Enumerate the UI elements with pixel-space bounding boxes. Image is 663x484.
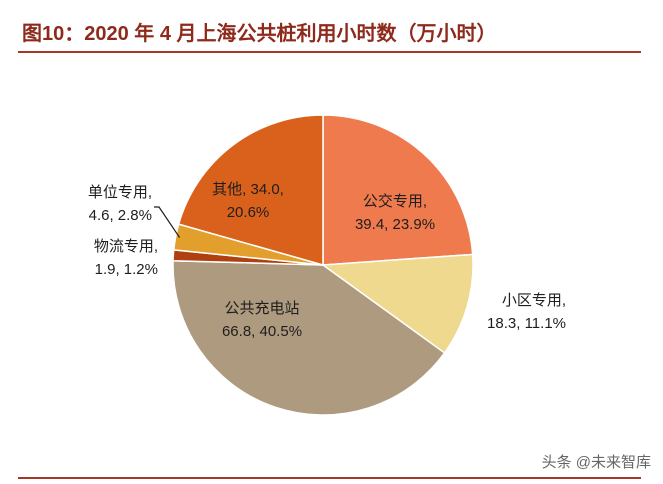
slice-label-0: 公交专用, 39.4, 23.9% (355, 192, 435, 233)
pie-slice-5 (177, 114, 324, 266)
slice-label-line: 20.6% (227, 204, 270, 221)
slice-label-line: 39.4, 23.9% (355, 216, 435, 233)
slice-label-line: 公共充电站 (224, 300, 299, 317)
slice-label-line: 4.6, 2.8% (89, 207, 152, 224)
slice-label-1: 小区专用, 18.3, 11.1% (487, 292, 566, 332)
pie-slice-2 (172, 259, 446, 416)
slice-label-line: 小区专用, (502, 292, 566, 309)
chart-title: 图10：2020 年 4 月上海公共桩利用小时数（万小时） (22, 21, 497, 45)
leader-line (154, 206, 181, 238)
pie-chart (172, 114, 474, 416)
slice-label-3: 物流专用, 1.9, 1.2% (94, 238, 158, 278)
slice-label-line: 单位专用, (88, 184, 152, 201)
slice-label-4: 单位专用, 4.6, 2.8% (88, 184, 152, 224)
data-labels: 公交专用, 39.4, 23.9% 小区专用, 18.3, 11.1% 公共充电站 66.… (88, 181, 566, 340)
slice-label-line: 公交专用, (363, 192, 427, 210)
pie-slice-1 (322, 253, 474, 354)
slice-label-5: 其他, 34.0, 20.6% (212, 181, 284, 221)
watermark: 头条 @未来智库 (542, 453, 651, 471)
slice-label-line: 66.8, 40.5% (222, 323, 302, 340)
slice-label-line: 1.9, 1.2% (95, 261, 158, 278)
pie-slice-0 (322, 114, 474, 266)
slice-label-2: 公共充电站 66.8, 40.5% (222, 300, 302, 340)
slice-label-line: 物流专用, (94, 238, 158, 255)
slice-label-line: 其他, 34.0, (212, 181, 284, 198)
slice-label-line: 18.3, 11.1% (487, 315, 566, 332)
